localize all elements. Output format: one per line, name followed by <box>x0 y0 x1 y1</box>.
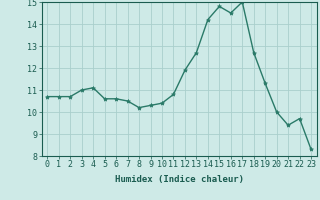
X-axis label: Humidex (Indice chaleur): Humidex (Indice chaleur) <box>115 175 244 184</box>
